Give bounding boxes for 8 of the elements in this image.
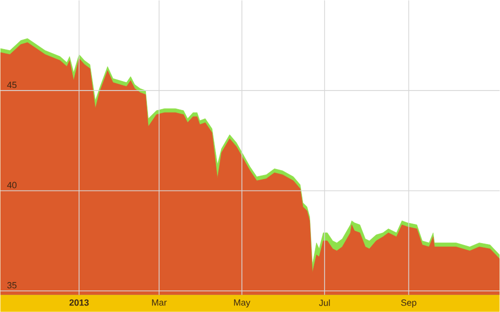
- x-tick-label: Mar: [152, 299, 167, 306]
- x-tick-label: May: [234, 299, 250, 308]
- x-tick-label: 2013: [69, 299, 89, 306]
- x-tick-label: Jul: [319, 299, 330, 306]
- y-tick-label: 35: [7, 282, 16, 288]
- x-tick-label: Sep: [401, 299, 416, 308]
- y-tick-label: 40: [7, 182, 17, 188]
- y-tick-label: 45: [7, 82, 16, 88]
